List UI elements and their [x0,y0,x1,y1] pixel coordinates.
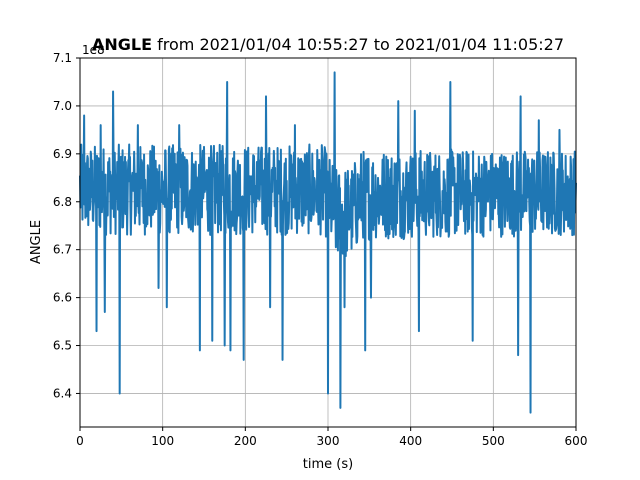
x-axis-label: time (s) [303,457,353,472]
y-axis-label: ANGLE [29,220,44,264]
y-offset-text: 1e8 [82,43,105,57]
y-tick-label: 6.4 [53,386,72,400]
x-tick-label: 200 [234,434,257,448]
y-tick-label: 7.0 [53,99,72,113]
plot-area [79,71,577,414]
x-tick-label: 0 [76,434,84,448]
y-axis-ticks: 6.4 6.5 6.6 6.7 6.8 6.9 7.0 7.1 [53,51,80,400]
y-tick-label: 6.9 [53,147,72,161]
chart-title-bold: ANGLE [92,35,152,54]
x-tick-label: 400 [399,434,422,448]
x-tick-label: 500 [482,434,505,448]
x-tick-label: 300 [317,434,340,448]
y-tick-label: 6.6 [53,291,72,305]
y-tick-label: 6.7 [53,243,72,257]
y-tick-label: 6.5 [53,339,72,353]
y-tick-label: 6.8 [53,195,72,209]
x-axis-ticks: 0 100 200 300 400 500 600 [76,427,587,448]
x-tick-label: 100 [151,434,174,448]
y-tick-label: 7.1 [53,51,72,65]
x-tick-label: 600 [565,434,588,448]
chart-title: ANGLE from 2021/01/04 10:55:27 to 2021/0… [92,35,564,54]
chart-title-rest: from 2021/01/04 10:55:27 to 2021/01/04 1… [152,35,564,54]
series-line-angle [79,71,577,414]
